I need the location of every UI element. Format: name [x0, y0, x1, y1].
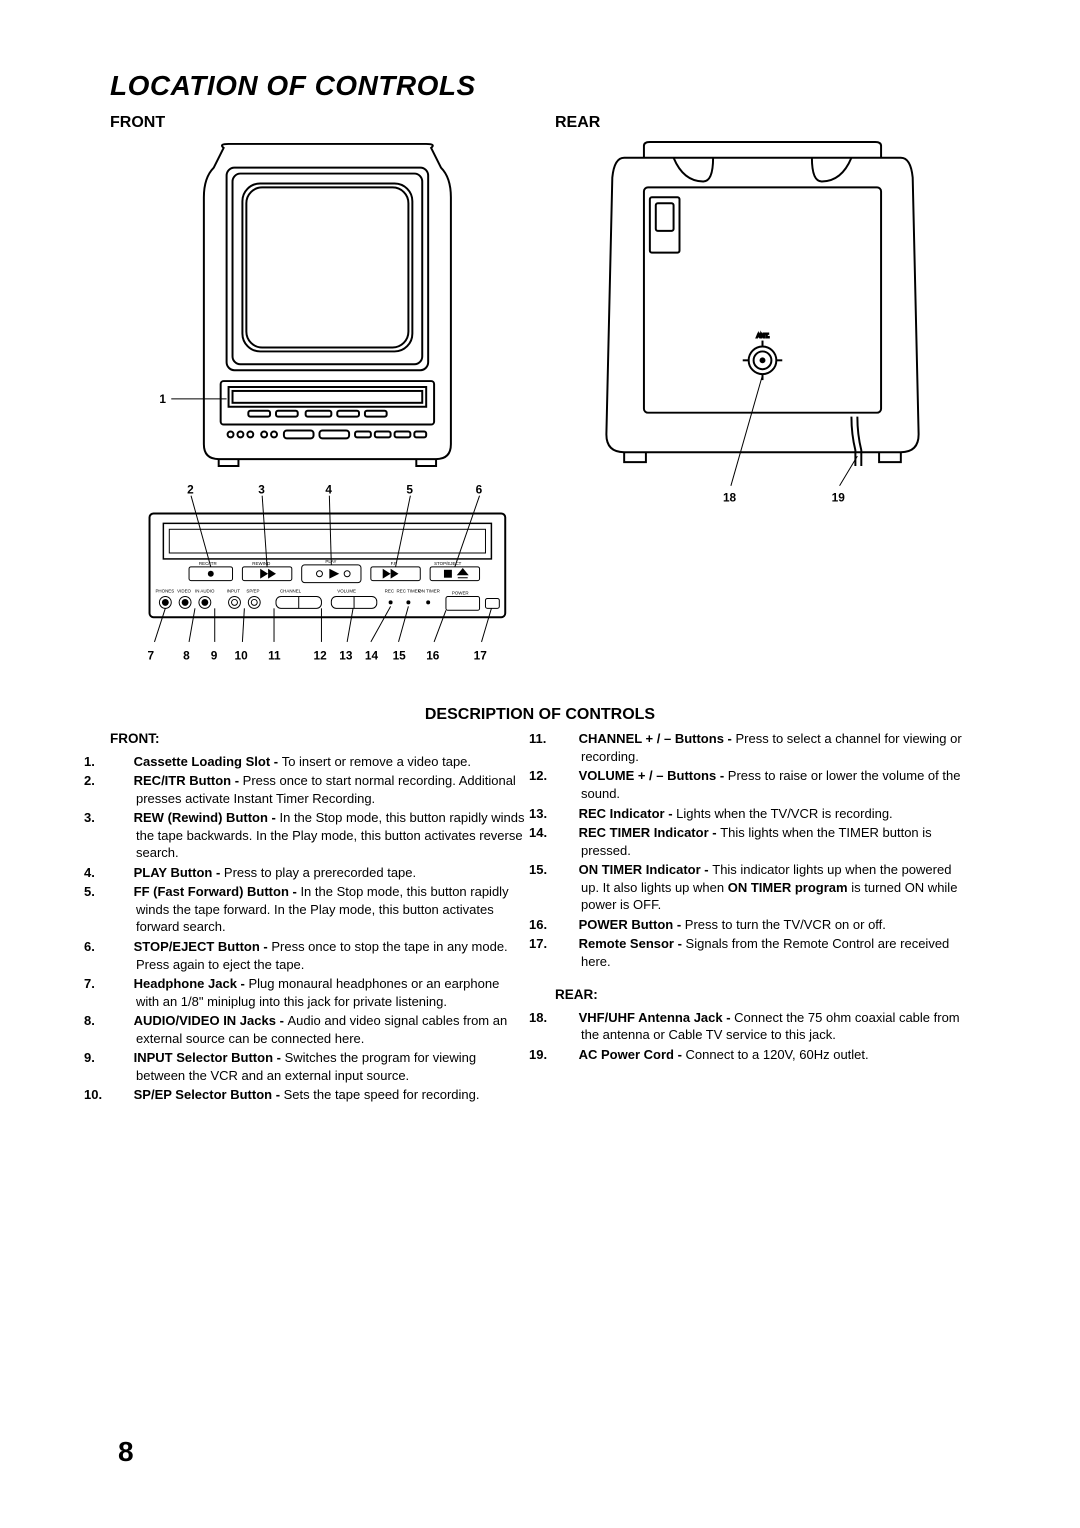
control-item: 5. FF (Fast Forward) Button - In the Sto…: [110, 883, 525, 936]
front-heading: FRONT: [110, 114, 525, 132]
callout-11: 11: [268, 649, 281, 663]
callout-6: 6: [476, 483, 483, 497]
rear-controls-list: 18. VHF/UHF Antenna Jack - Connect the 7…: [555, 1009, 970, 1064]
control-item: 10. SP/EP Selector Button - Sets the tap…: [110, 1086, 525, 1104]
control-item: 13. REC Indicator - Lights when the TV/V…: [555, 805, 970, 823]
control-item: 12. VOLUME + / – Buttons - Press to rais…: [555, 767, 970, 802]
control-item: 16. POWER Button - Press to turn the TV/…: [555, 916, 970, 934]
right-column: 11. CHANNEL + / – Buttons - Press to sel…: [555, 730, 970, 1106]
svg-text:REC TIMER: REC TIMER: [397, 589, 421, 594]
rear-diagram-column: REAR: [555, 114, 970, 696]
control-item: 15. ON TIMER Indicator - This indicator …: [555, 861, 970, 914]
svg-text:VOLUME: VOLUME: [337, 589, 356, 594]
callout-18: 18: [723, 491, 737, 505]
control-item: 1. Cassette Loading Slot - To insert or …: [110, 753, 525, 771]
callout-1: 1: [159, 392, 166, 406]
control-item: 18. VHF/UHF Antenna Jack - Connect the 7…: [555, 1009, 970, 1044]
svg-text:ON TIMER: ON TIMER: [418, 589, 440, 594]
front-controls-list-continued: 11. CHANNEL + / – Buttons - Press to sel…: [555, 730, 970, 970]
svg-text:STOP/EJECT: STOP/EJECT: [434, 561, 462, 566]
front-subhead: FRONT:: [110, 730, 525, 748]
svg-text:REC/ITR: REC/ITR: [199, 561, 217, 566]
front-controls-list: 1. Cassette Loading Slot - To insert or …: [110, 753, 525, 1104]
callout-10: 10: [235, 649, 249, 663]
svg-text:VIDEO: VIDEO: [177, 589, 191, 594]
svg-text:CHANNEL: CHANNEL: [280, 589, 302, 594]
callout-3: 3: [258, 483, 265, 497]
svg-text:ANT.: ANT.: [757, 334, 770, 340]
control-item: 6. STOP/EJECT Button - Press once to sto…: [110, 938, 525, 973]
callout-17: 17: [474, 649, 488, 663]
callout-16: 16: [426, 649, 440, 663]
rear-diagram-svg: ANT. 18 19: [555, 138, 970, 691]
svg-text:IN AUDIO: IN AUDIO: [195, 589, 215, 594]
svg-text:POWER: POWER: [452, 590, 469, 595]
control-item: 19. AC Power Cord - Connect to a 120V, 6…: [555, 1046, 970, 1064]
page-title: LOCATION OF CONTROLS: [110, 70, 970, 102]
callout-4: 4: [325, 483, 332, 497]
svg-text:REC: REC: [385, 589, 395, 594]
callout-15: 15: [393, 649, 407, 663]
control-item: 7. Headphone Jack - Plug monaural headph…: [110, 975, 525, 1010]
svg-text:INPUT: INPUT: [227, 589, 241, 594]
control-item: 3. REW (Rewind) Button - In the Stop mod…: [110, 809, 525, 862]
control-item: 9. INPUT Selector Button - Switches the …: [110, 1049, 525, 1084]
control-item: 8. AUDIO/VIDEO IN Jacks - Audio and vide…: [110, 1012, 525, 1047]
svg-text:REWIND: REWIND: [252, 561, 270, 566]
callout-9: 9: [211, 649, 218, 663]
control-item: 4. PLAY Button - Press to play a prereco…: [110, 864, 525, 882]
control-item: 11. CHANNEL + / – Buttons - Press to sel…: [555, 730, 970, 765]
control-item: 17. Remote Sensor - Signals from the Rem…: [555, 935, 970, 970]
page-number: 8: [118, 1436, 134, 1468]
callout-12: 12: [314, 649, 328, 663]
control-item: 14. REC TIMER Indicator - This lights wh…: [555, 824, 970, 859]
rear-subhead: REAR:: [555, 986, 970, 1004]
left-column: FRONT: 1. Cassette Loading Slot - To ins…: [110, 730, 525, 1106]
svg-text:SP/EP: SP/EP: [246, 589, 259, 594]
front-diagram-column: FRONT: [110, 114, 525, 696]
callout-13: 13: [339, 649, 353, 663]
callout-5: 5: [406, 483, 413, 497]
callout-7: 7: [148, 649, 155, 663]
control-item: 2. REC/ITR Button - Press once to start …: [110, 772, 525, 807]
callout-14: 14: [365, 649, 379, 663]
callout-8: 8: [183, 649, 190, 663]
svg-text:PHONES: PHONES: [155, 589, 174, 594]
callout-2: 2: [187, 483, 194, 497]
front-diagram-svg: 1 2 3 4 5 6: [110, 138, 525, 691]
callout-19: 19: [832, 491, 846, 505]
description-columns: FRONT: 1. Cassette Loading Slot - To ins…: [110, 730, 970, 1106]
rear-heading: REAR: [555, 114, 970, 132]
diagrams-row: FRONT: [110, 114, 970, 696]
description-title: DESCRIPTION OF CONTROLS: [110, 706, 970, 724]
